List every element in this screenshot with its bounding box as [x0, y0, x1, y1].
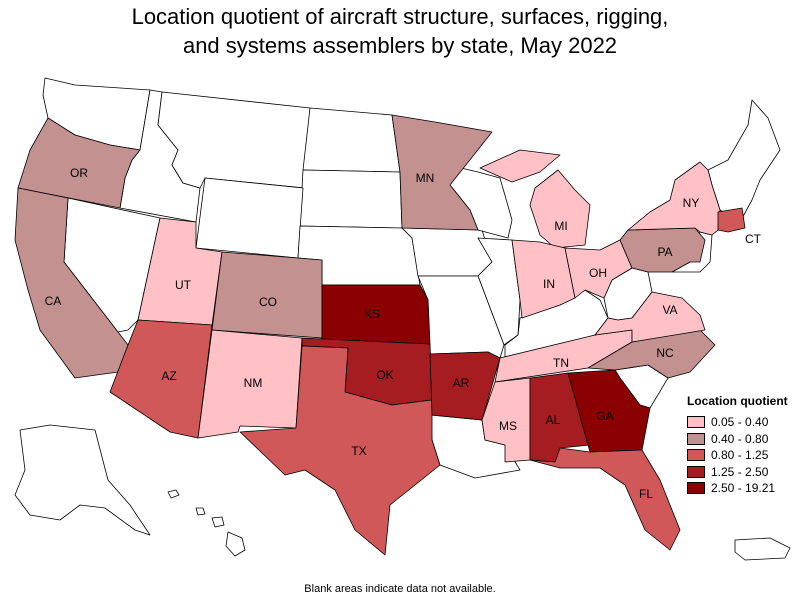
state-tx[interactable]: [239, 345, 441, 556]
title-line-2: and systems assemblers by state, May 202…: [182, 33, 618, 58]
footnote: Blank areas indicate data not available.: [304, 583, 496, 595]
label-ny: NY: [683, 196, 700, 210]
state-mt[interactable]: [157, 91, 311, 189]
territory-pr[interactable]: [734, 537, 791, 561]
label-or: OR: [70, 166, 88, 180]
legend-range-label: 2.50 - 19.21: [711, 481, 776, 496]
state-ct[interactable]: [717, 207, 746, 233]
state-va[interactable]: [594, 291, 706, 343]
label-mn: MN: [416, 171, 435, 185]
state-ne-region[interactable]: [707, 99, 781, 223]
legend-swatch: [687, 432, 705, 445]
label-ms: MS: [499, 419, 517, 433]
legend-item: 0.05 - 0.40: [687, 414, 797, 431]
legend-title: Location quotient: [687, 394, 788, 408]
label-in: IN: [543, 277, 555, 291]
label-ca: CA: [45, 294, 62, 308]
label-nc: NC: [656, 346, 674, 360]
legend: Location quotient 0.05 - 0.40 0.40 - 0.8…: [687, 394, 797, 497]
label-al: AL: [546, 413, 561, 427]
label-ct: CT: [745, 232, 762, 246]
state-mi[interactable]: [479, 149, 591, 249]
label-tx: TX: [351, 444, 366, 458]
label-ok: OK: [376, 368, 393, 382]
legend-item: 0.80 - 1.25: [687, 447, 797, 464]
state-ar[interactable]: [429, 351, 501, 421]
legend-swatch: [687, 465, 705, 478]
legend-range-label: 0.40 - 0.80: [711, 431, 769, 446]
label-co: CO: [259, 295, 277, 309]
map-title: Location quotient of aircraft structure,…: [0, 2, 800, 60]
legend-swatch: [687, 482, 705, 495]
state-ks[interactable]: [321, 284, 431, 345]
label-ut: UT: [175, 278, 192, 292]
label-oh: OH: [589, 266, 607, 280]
state-ny[interactable]: [627, 161, 721, 236]
label-ar: AR: [453, 376, 470, 390]
label-pa: PA: [657, 245, 672, 259]
legend-range-label: 0.05 - 0.40: [711, 415, 769, 430]
label-ga: GA: [596, 409, 613, 423]
legend-item: 2.50 - 19.21: [687, 480, 797, 497]
label-mi: MI: [554, 219, 567, 233]
label-ks: KS: [364, 307, 380, 321]
state-labels: OR CA MN MI NY CT PA UT CO KS IN OH VA A…: [45, 166, 762, 501]
state-ak[interactable]: [14, 424, 151, 536]
label-fl: FL: [639, 487, 653, 501]
legend-range-label: 1.25 - 2.50: [711, 464, 769, 479]
state-mn[interactable]: [391, 114, 493, 231]
legend-swatch: [687, 449, 705, 462]
state-az[interactable]: [109, 319, 213, 439]
state-ms[interactable]: [481, 377, 531, 463]
state-or[interactable]: [17, 117, 141, 209]
label-va: VA: [662, 303, 677, 317]
state-in[interactable]: [511, 239, 576, 319]
label-tn: TN: [553, 356, 569, 370]
legend-swatch: [687, 416, 705, 429]
state-wy[interactable]: [195, 177, 304, 259]
label-nm: NM: [244, 376, 263, 390]
label-az: AZ: [161, 369, 176, 383]
legend-range-label: 0.80 - 1.25: [711, 448, 769, 463]
state-fl[interactable]: [529, 447, 681, 551]
legend-item: 0.40 - 0.80: [687, 431, 797, 448]
state-oh[interactable]: [564, 239, 633, 299]
title-line-1: Location quotient of aircraft structure,…: [131, 4, 669, 29]
legend-item: 1.25 - 2.50: [687, 464, 797, 481]
state-sd[interactable]: [299, 169, 403, 229]
state-nd[interactable]: [302, 107, 401, 173]
state-hi[interactable]: [167, 489, 246, 557]
